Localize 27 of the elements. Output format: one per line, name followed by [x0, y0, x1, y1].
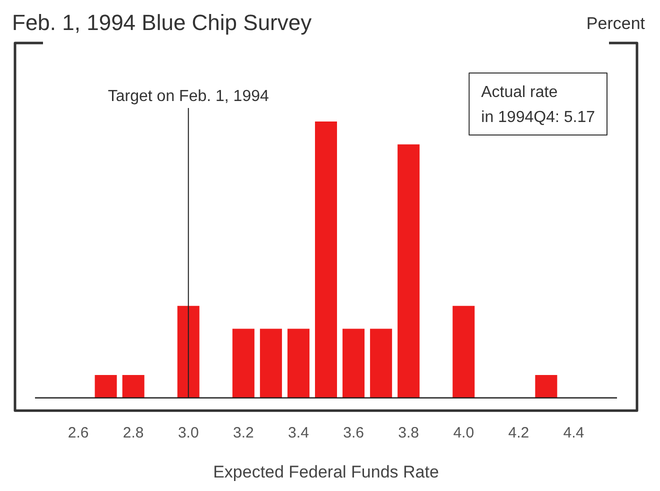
- bar: [314, 121, 338, 398]
- annotation: Actual rate in 1994Q4: 5.17: [481, 84, 596, 126]
- x-axis-title: Expected Federal Funds Rate: [213, 462, 439, 482]
- x-tick-label: 3.6: [343, 424, 364, 442]
- x-tick-label: 4.2: [508, 424, 530, 442]
- bar: [177, 306, 200, 398]
- x-tick-label: 4.0: [453, 424, 474, 442]
- bar: [287, 328, 310, 398]
- bar: [342, 328, 365, 398]
- bar: [260, 328, 282, 398]
- x-tick-label: 3.4: [288, 424, 309, 442]
- x-tick-label: 3.0: [178, 424, 199, 442]
- x-tick-label: 2.6: [68, 424, 89, 442]
- bar: [94, 374, 117, 398]
- bar: [398, 144, 420, 398]
- ref-line-label: Target on Feb. 1, 1994: [108, 88, 269, 105]
- bar: [232, 328, 254, 398]
- bar: [535, 374, 558, 398]
- chart-title: Feb. 1, 1994 Blue Chip Survey: [12, 10, 312, 35]
- text: Percent: [586, 14, 646, 33]
- bar: [122, 374, 144, 398]
- x-tick-label: 3.2: [233, 424, 254, 442]
- x-tick-label: 4.4: [563, 424, 584, 442]
- x-tick-label: 3.8: [398, 424, 419, 442]
- x-tick-label: 2.8: [122, 424, 144, 442]
- bar: [452, 306, 475, 398]
- bar: [370, 328, 392, 398]
